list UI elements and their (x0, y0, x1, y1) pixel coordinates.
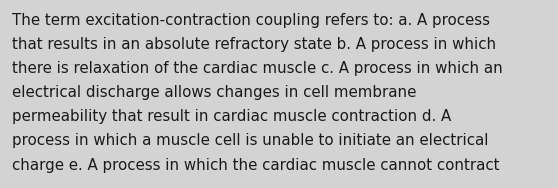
Text: charge e. A process in which the cardiac muscle cannot contract: charge e. A process in which the cardiac… (12, 158, 500, 173)
Text: that results in an absolute refractory state b. A process in which: that results in an absolute refractory s… (12, 37, 497, 52)
Text: process in which a muscle cell is unable to initiate an electrical: process in which a muscle cell is unable… (12, 133, 489, 149)
Text: electrical discharge allows changes in cell membrane: electrical discharge allows changes in c… (12, 85, 417, 100)
Text: permeability that result in cardiac muscle contraction d. A: permeability that result in cardiac musc… (12, 109, 451, 124)
Text: The term excitation-contraction coupling refers to: a. A process: The term excitation-contraction coupling… (12, 13, 490, 28)
Text: there is relaxation of the cardiac muscle c. A process in which an: there is relaxation of the cardiac muscl… (12, 61, 503, 76)
